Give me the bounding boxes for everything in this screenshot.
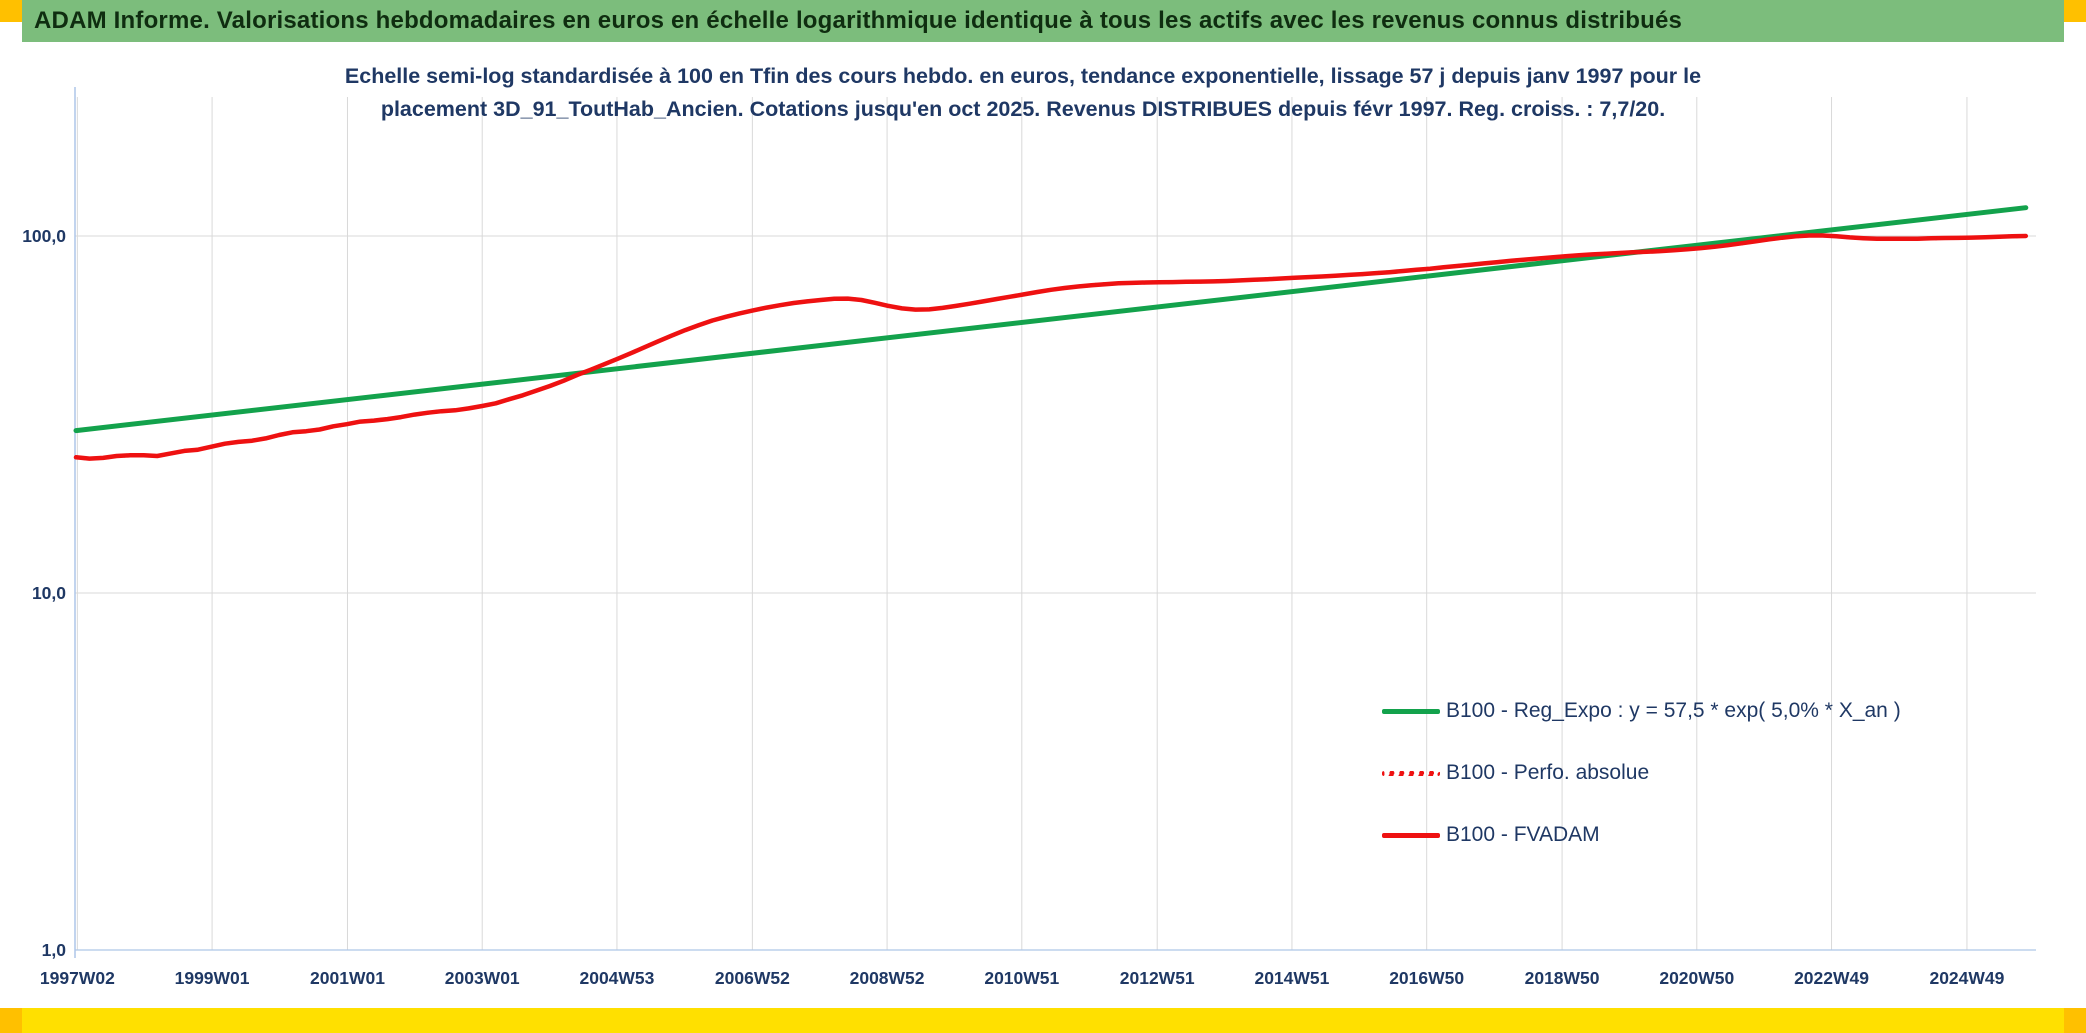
corner-accent-top-left [0, 0, 22, 22]
y-tick-label: 100,0 [22, 226, 66, 246]
series-reg-expo [73, 205, 2029, 434]
chart-canvas: 100,0 10,0 1,0 1997W02 1999W01 2001W01 2003W01… [22, 87, 2036, 988]
legend-label: B100 - Perfo. absolue [1446, 761, 1650, 784]
x-tick-label: 1997W02 [40, 968, 115, 988]
legend-label: B100 - FVADAM [1446, 823, 1600, 846]
legend-item-fvadam: B100 - FVADAM [1382, 804, 1901, 866]
x-tick-label: 2024W49 [1929, 968, 2004, 988]
chart-title: Echelle semi-log standardisée à 100 en T… [293, 60, 1753, 126]
legend-label: B100 - Reg_Expo : y = 57,5 * exp( 5,0% *… [1446, 699, 1901, 722]
x-tick-label: 2022W49 [1794, 968, 1869, 988]
x-tick-label: 1999W01 [175, 968, 250, 988]
chart-title-line-2: placement 3D_91_ToutHab_Ancien. Cotation… [380, 97, 1666, 121]
x-tick-label: 2008W52 [850, 968, 925, 988]
x-tick-label: 2004W53 [579, 968, 654, 988]
bottom-accent-bar [22, 1008, 2064, 1033]
x-tick-label: 2016W50 [1389, 968, 1464, 988]
banner-title: ADAM Informe. Valorisations hebdomadaire… [34, 7, 1683, 34]
x-tick-label: 2020W50 [1659, 968, 1734, 988]
x-tick-label: 2006W52 [715, 968, 790, 988]
series-perfo-absolue [74, 233, 2028, 461]
chart-legend: B100 - Reg_Expo : y = 57,5 * exp( 5,0% *… [1382, 680, 1901, 866]
top-banner-bar: ADAM Informe. Valorisations hebdomadaire… [0, 0, 2086, 42]
y-tick-label: 10,0 [32, 583, 66, 603]
legend-line-sample-green-solid [1382, 708, 1440, 714]
corner-accent-bottom-right [2064, 1008, 2086, 1033]
x-tick-label: 2001W01 [310, 968, 385, 988]
x-tick-label: 2012W51 [1120, 968, 1195, 988]
corner-accent-bottom-left [0, 1008, 22, 1033]
legend-item-perfo-absolue: B100 - Perfo. absolue [1382, 742, 1901, 804]
corner-accent-top-right [2064, 0, 2086, 22]
banner: ADAM Informe. Valorisations hebdomadaire… [22, 0, 2064, 42]
legend-line-sample-red-dotted [1382, 770, 1440, 776]
legend-line-sample-red-solid [1382, 832, 1440, 838]
x-tick-label: 2018W50 [1525, 968, 1600, 988]
x-tick-label: 2010W51 [984, 968, 1059, 988]
x-tick-label: 2014W51 [1254, 968, 1329, 988]
legend-item-reg-expo: B100 - Reg_Expo : y = 57,5 * exp( 5,0% *… [1382, 680, 1901, 742]
y-tick-label: 1,0 [42, 940, 67, 960]
x-tick-label: 2003W01 [445, 968, 520, 988]
chart-title-line-1: Echelle semi-log standardisée à 100 en T… [344, 64, 1702, 88]
series-fvadam [73, 233, 2029, 461]
